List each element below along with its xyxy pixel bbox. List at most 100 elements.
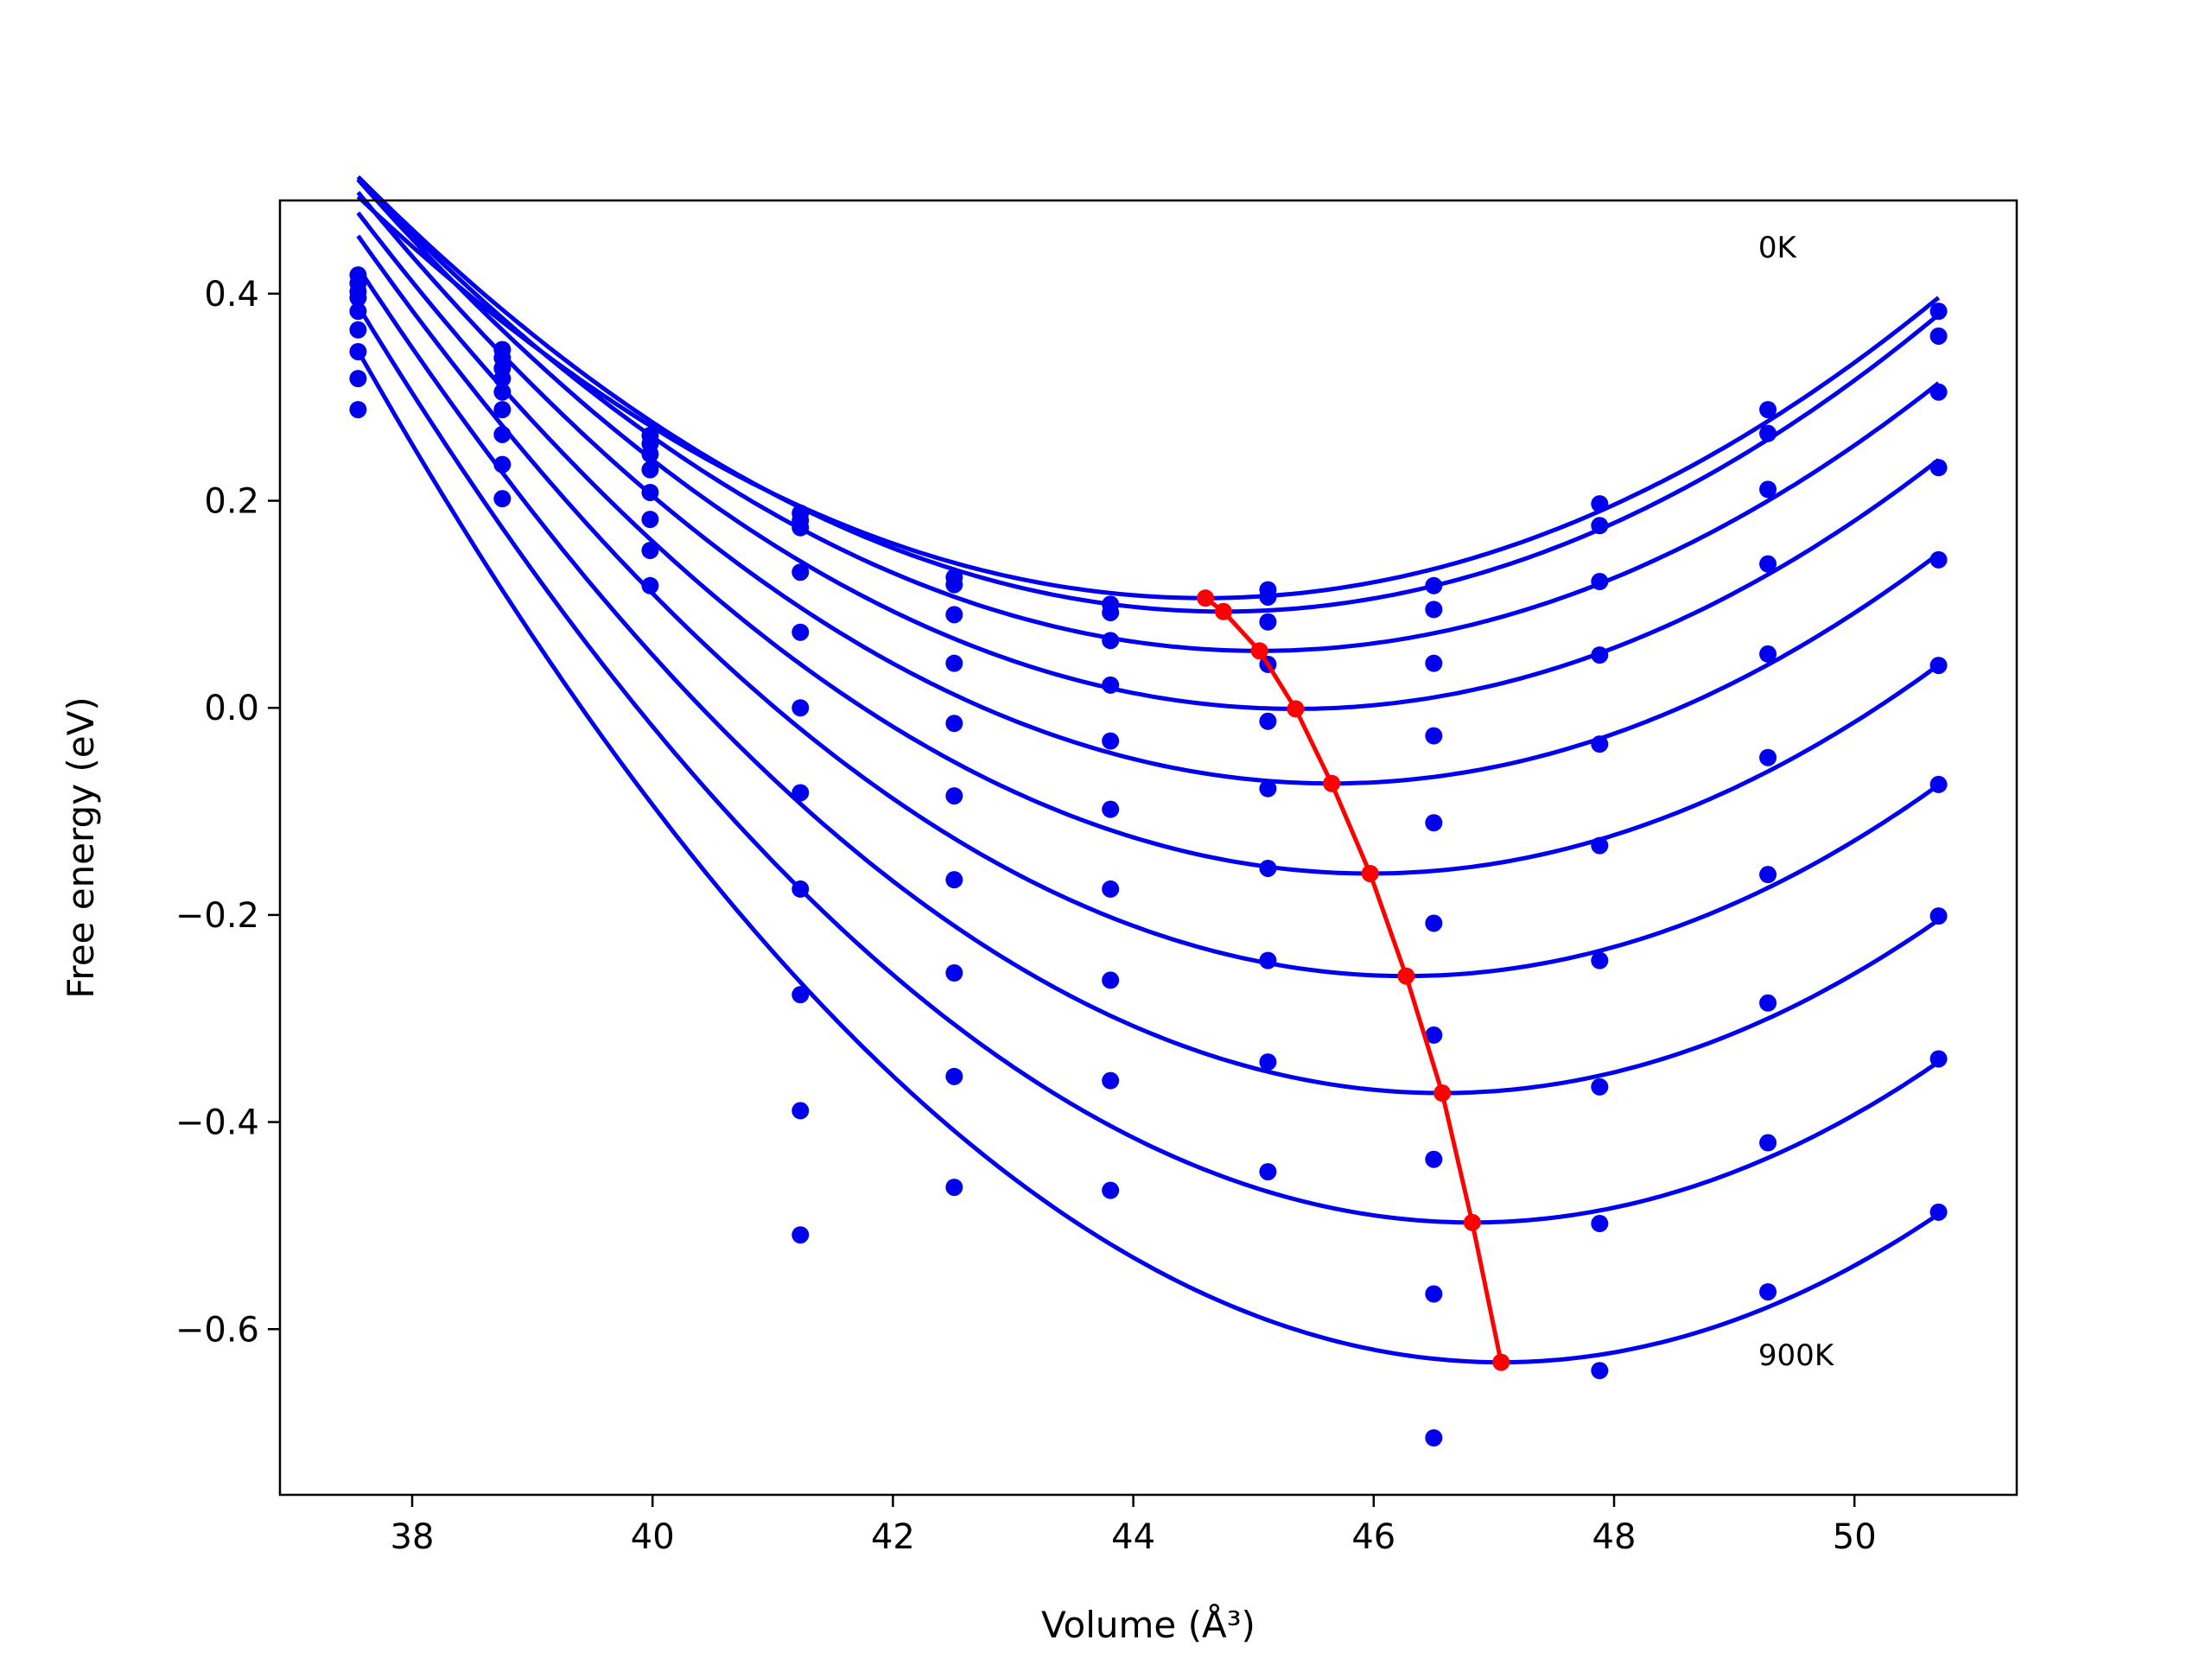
data-point-4-8: [945, 1067, 963, 1085]
minimum-point-1: [1214, 602, 1232, 620]
data-point-6-1: [1259, 588, 1277, 606]
data-point-6-9: [1259, 1163, 1277, 1181]
data-point-0-4: [349, 302, 367, 321]
data-point-6-2: [1259, 613, 1277, 631]
fit-curve-3: [356, 178, 1941, 711]
minimum-point-4: [1323, 774, 1341, 792]
data-point-10-1: [1929, 327, 1948, 345]
minimum-point-9: [1492, 1353, 1510, 1371]
data-point-2-7: [641, 576, 659, 594]
data-point-1-6: [493, 425, 512, 443]
y-tick-label-0: 0.4: [204, 275, 259, 315]
data-point-8-2: [1591, 573, 1609, 591]
data-point-5-3: [1102, 676, 1120, 694]
data-point-9-8: [1759, 1134, 1777, 1152]
fit-curve-5: [356, 211, 1941, 876]
data-point-7-7: [1425, 1150, 1443, 1168]
data-point-1-4: [493, 383, 512, 401]
data-point-4-4: [945, 715, 963, 733]
data-point-10-0: [1929, 302, 1948, 321]
x-tick-label-0: 38: [391, 1517, 435, 1557]
minimum-point-3: [1287, 700, 1305, 718]
data-point-2-5: [641, 511, 659, 529]
data-point-9-4: [1759, 645, 1777, 663]
data-point-6-8: [1259, 1053, 1277, 1071]
fit-curve-4: [356, 191, 1941, 786]
data-point-4-1: [945, 575, 963, 594]
data-point-3-4: [791, 623, 810, 641]
data-point-3-3: [791, 563, 810, 582]
data-point-4-2: [945, 606, 963, 624]
x-tick-label-4: 46: [1351, 1517, 1395, 1557]
minimum-point-6: [1397, 967, 1415, 985]
data-point-10-5: [1929, 657, 1948, 675]
y-tick-label-2: 0.0: [204, 689, 259, 728]
fit-curve-6: [356, 234, 1941, 979]
data-point-10-9: [1929, 1203, 1948, 1221]
minimum-point-0: [1197, 589, 1215, 607]
data-point-8-0: [1591, 495, 1609, 513]
annotation-0k: 0K: [1758, 231, 1798, 265]
data-point-0-3: [349, 289, 367, 307]
data-point-0-8: [349, 401, 367, 419]
axes-frame: [278, 199, 2018, 1497]
data-point-3-6: [791, 784, 810, 802]
data-point-7-1: [1425, 601, 1443, 619]
minimum-point-8: [1463, 1213, 1481, 1231]
data-point-2-3: [641, 461, 659, 479]
data-point-8-5: [1591, 836, 1609, 855]
data-point-9-2: [1759, 480, 1777, 499]
data-point-9-3: [1759, 555, 1777, 573]
data-point-7-6: [1425, 1026, 1443, 1044]
data-point-8-4: [1591, 735, 1609, 753]
data-point-5-9: [1102, 1181, 1120, 1199]
data-point-5-8: [1102, 1071, 1120, 1090]
data-point-9-5: [1759, 748, 1777, 766]
data-point-9-6: [1759, 866, 1777, 884]
data-point-5-6: [1102, 880, 1120, 898]
data-point-1-8: [493, 490, 512, 508]
data-point-9-0: [1759, 401, 1777, 419]
data-point-7-9: [1425, 1429, 1443, 1447]
data-point-7-3: [1425, 727, 1443, 745]
data-point-2-6: [641, 542, 659, 560]
data-point-5-1: [1102, 603, 1120, 621]
data-point-8-9: [1591, 1362, 1609, 1380]
data-point-4-3: [945, 654, 963, 672]
data-point-8-1: [1591, 517, 1609, 535]
data-point-0-5: [349, 321, 367, 339]
data-point-3-5: [791, 699, 810, 717]
data-point-3-2: [791, 518, 810, 537]
data-point-8-8: [1591, 1215, 1609, 1233]
x-tick-label-1: 40: [631, 1517, 675, 1557]
data-point-8-6: [1591, 951, 1609, 969]
minimum-point-5: [1361, 864, 1379, 882]
data-point-1-7: [493, 455, 512, 474]
data-point-8-3: [1591, 646, 1609, 664]
x-tick-label-2: 42: [871, 1517, 915, 1557]
data-point-5-5: [1102, 800, 1120, 818]
y-axis: 0.4 0.2 0.0 −0.2 −0.4 −0.6: [175, 275, 280, 1350]
data-point-3-9: [791, 1102, 810, 1120]
data-point-5-7: [1102, 971, 1120, 989]
fit-curve-1: [356, 175, 1941, 614]
fit-curve-9: [356, 349, 1940, 1365]
x-axis-label: Volume (Å³): [1041, 1603, 1255, 1646]
plot-area: [349, 175, 1948, 1447]
data-point-3-8: [791, 986, 810, 1004]
data-point-1-3: [493, 370, 512, 388]
data-point-10-8: [1929, 1050, 1948, 1068]
data-point-10-6: [1929, 775, 1948, 793]
data-point-3-10: [791, 1226, 810, 1244]
fit-curve-7: [356, 266, 1941, 1096]
minimum-point-7: [1433, 1084, 1452, 1103]
x-tick-label-6: 50: [1833, 1517, 1877, 1557]
y-tick-label-3: −0.2: [175, 896, 259, 936]
data-point-6-6: [1259, 859, 1277, 877]
data-point-0-6: [349, 342, 367, 360]
data-point-10-4: [1929, 550, 1948, 569]
data-point-3-7: [791, 880, 810, 898]
data-point-8-7: [1591, 1077, 1609, 1096]
fit-curve-2: [356, 177, 1941, 653]
